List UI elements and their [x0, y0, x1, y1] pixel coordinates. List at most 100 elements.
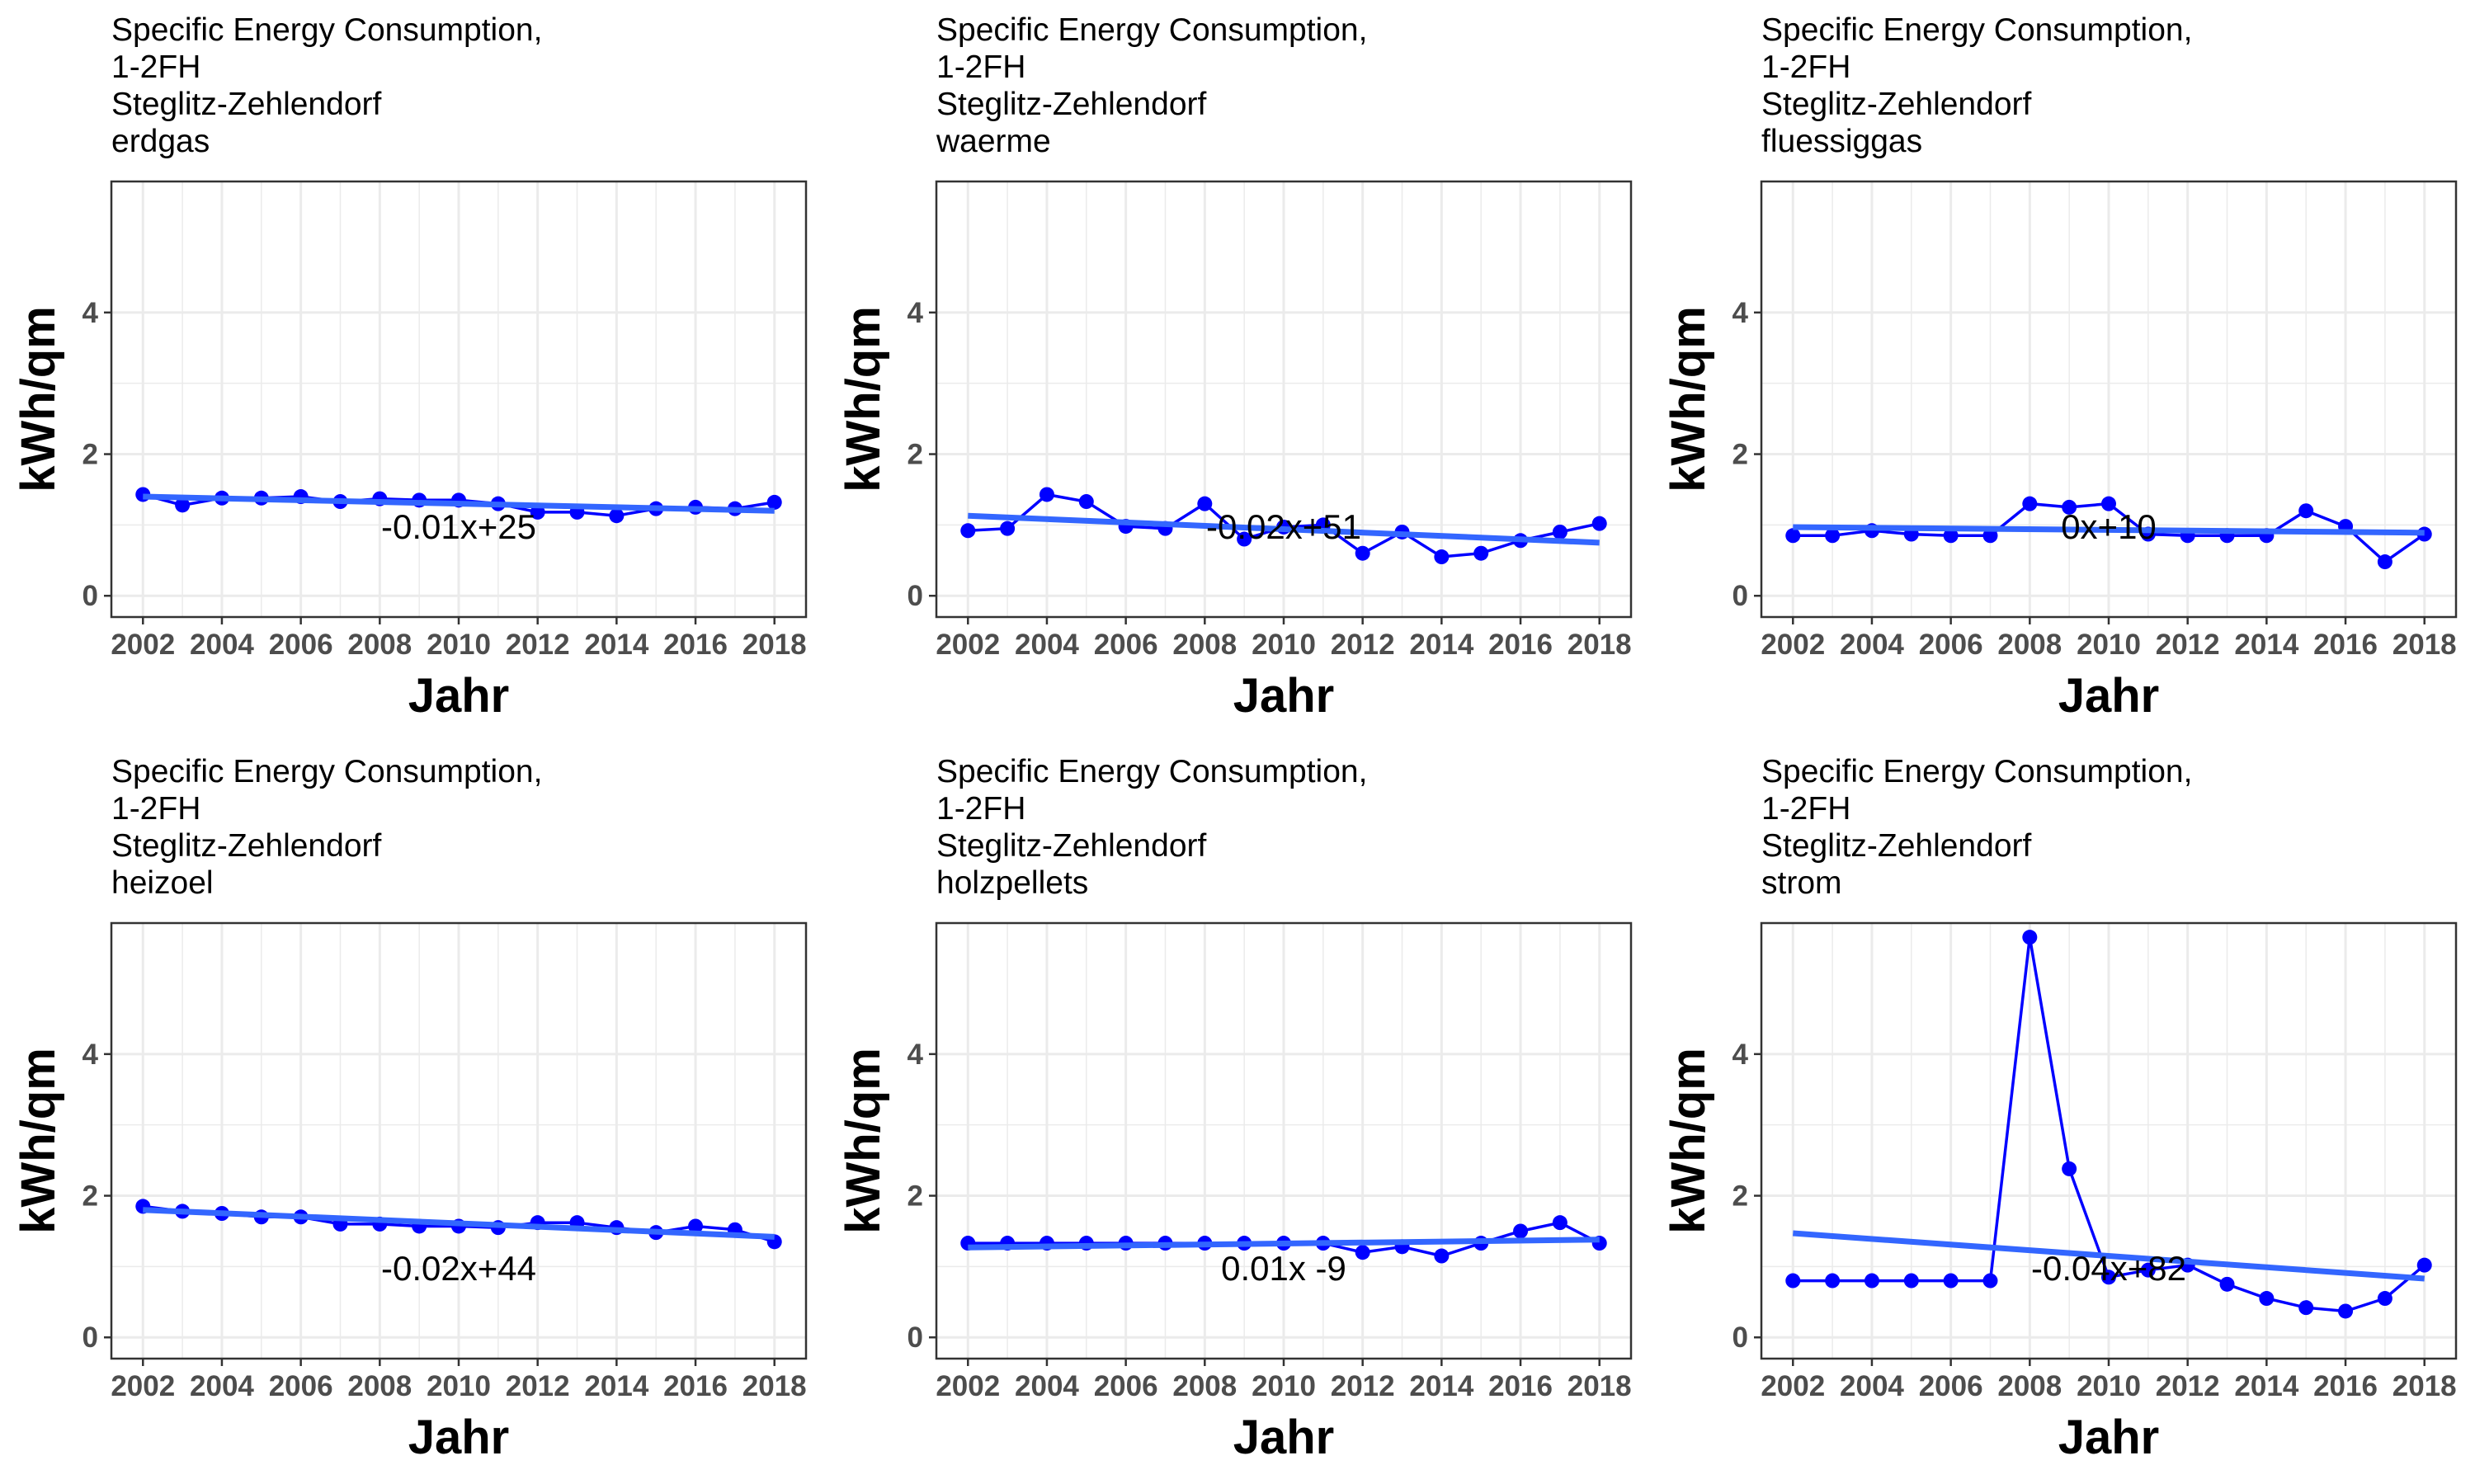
y-tick-label: 0 [908, 580, 923, 612]
y-tick-label: 4 [908, 297, 924, 329]
y-tick-label: 0 [82, 580, 98, 612]
data-point [1513, 1223, 1529, 1239]
x-tick-label: 2012 [2156, 1370, 2220, 1402]
data-point [1197, 496, 1213, 511]
data-point [2298, 503, 2314, 519]
y-tick-label: 4 [82, 297, 99, 329]
y-tick-label: 0 [908, 1321, 923, 1354]
data-point [1825, 528, 1841, 544]
data-point [1000, 521, 1016, 536]
x-tick-label: 2018 [2392, 629, 2457, 661]
data-point [1982, 528, 1998, 544]
chart-svg: 0x+10 2002 2004 2006 2008 2010 2012 2014 2016 201… [1662, 180, 2458, 723]
y-tick-label: 0 [1732, 580, 1748, 612]
x-axis-title: Jahr [408, 1411, 510, 1464]
chart-title: Specific Energy Consumption, 1-2FH Steglit… [111, 12, 542, 160]
x-tick-label: 2016 [1488, 1370, 1553, 1402]
x-tick-label: 2002 [111, 629, 175, 661]
data-point [1591, 516, 1607, 531]
trend-equation: -0.01x+25 [381, 507, 536, 546]
trend-line [968, 512, 1600, 546]
chart-svg: -0.01x+25 2002 2004 2006 2008 2010 2012 2014 201… [12, 180, 808, 723]
x-tick-label: 2016 [663, 1370, 728, 1402]
x-tick-label: 2012 [2156, 629, 2220, 661]
chart-title-line: heizoel [111, 865, 214, 901]
chart-title-line: 1-2FH [1761, 49, 1851, 85]
x-tick-label: 2014 [584, 629, 648, 661]
x-tick-label: 2014 [2234, 629, 2298, 661]
x-tick-label: 2008 [1172, 1370, 1237, 1402]
data-point [2377, 554, 2392, 570]
x-tick-label: 2012 [1331, 629, 1395, 661]
data-point [2259, 1291, 2275, 1307]
trend-equation: -0.02x+44 [381, 1249, 536, 1288]
x-tick-label: 2010 [1252, 1370, 1316, 1402]
y-axis-title: kWh/qm [1662, 306, 1715, 492]
trend-line [968, 1237, 1600, 1251]
data-point [2298, 1300, 2314, 1316]
x-tick-label: 2010 [2077, 1370, 2141, 1402]
chart-title-line: Steglitz-Zehlendorf [1761, 87, 2032, 122]
data-point [2101, 1270, 2116, 1285]
x-tick-label: 2018 [742, 1370, 807, 1402]
x-tick-label: 2002 [936, 629, 1000, 661]
x-axis-title: Jahr [408, 669, 510, 723]
x-tick-label: 2012 [506, 1370, 570, 1402]
trend-line [143, 493, 775, 514]
x-axis-title: Jahr [1233, 669, 1335, 723]
data-point [530, 504, 545, 520]
chart-title-line: 1-2FH [111, 791, 201, 827]
trend-equation: -0.02x+51 [1206, 507, 1361, 546]
chart-title-line: Specific Energy Consumption, [1761, 754, 2193, 789]
chart-title-line: strom [1761, 865, 1842, 901]
chart-panel: Specific Energy Consumption, 1-2FH Steglit… [0, 742, 825, 1483]
x-tick-label: 2004 [190, 629, 254, 661]
x-tick-label: 2004 [1840, 629, 1904, 661]
x-tick-label: 2010 [427, 1370, 491, 1402]
chart-title-line: Specific Energy Consumption, [936, 754, 1368, 789]
x-tick-label: 2002 [936, 1370, 1000, 1402]
x-tick-label: 2002 [1761, 1370, 1825, 1402]
chart-title: Specific Energy Consumption, 1-2FH Steglit… [936, 753, 1367, 902]
data-point [1982, 1273, 1998, 1288]
x-tick-label: 2004 [1840, 1370, 1904, 1402]
x-tick-label: 2010 [2077, 629, 2141, 661]
chart-title-line: Steglitz-Zehlendorf [1761, 828, 2032, 864]
chart-svg: 0.01x -9 2002 2004 2006 2008 2010 2012 2014 2016… [837, 921, 1633, 1464]
trend-equation: -0.04x+82 [2031, 1249, 2186, 1288]
data-point [2022, 930, 2038, 945]
x-axis-title: Jahr [2058, 669, 2160, 723]
chart-title-line: fluessiggas [1761, 124, 1923, 159]
data-point [1785, 1273, 1801, 1288]
x-tick-label: 2004 [1015, 629, 1079, 661]
x-tick-label: 2014 [2234, 1370, 2298, 1402]
chart-title-line: 1-2FH [1761, 791, 1851, 827]
chart-title-line: Steglitz-Zehlendorf [111, 828, 382, 864]
chart-panel: Specific Energy Consumption, 1-2FH Steglit… [1650, 0, 2475, 742]
chart-title-line: Steglitz-Zehlendorf [936, 87, 1207, 122]
chart-title-line: Specific Energy Consumption, [111, 754, 543, 789]
data-point [2219, 1276, 2235, 1292]
x-tick-label: 2016 [2313, 629, 2378, 661]
x-tick-label: 2006 [1919, 629, 1983, 661]
chart-svg: -0.02x+51 2002 2004 2006 2008 2010 2012 2014 201… [837, 180, 1633, 723]
y-tick-label: 4 [1732, 1039, 1749, 1071]
x-tick-label: 2016 [2313, 1370, 2378, 1402]
y-axis-title: kWh/qm [1662, 1048, 1715, 1234]
x-tick-label: 2004 [190, 1370, 254, 1402]
chart-title-line: 1-2FH [111, 49, 201, 85]
y-axis-title: kWh/qm [837, 1048, 890, 1234]
y-axis-title: kWh/qm [12, 1048, 65, 1234]
chart-panel: Specific Energy Consumption, 1-2FH Steglit… [1650, 742, 2475, 1483]
x-tick-label: 2012 [506, 629, 570, 661]
chart-title-line: Steglitz-Zehlendorf [936, 828, 1207, 864]
y-tick-label: 2 [82, 439, 98, 471]
chart-title: Specific Energy Consumption, 1-2FH Steglit… [1761, 753, 2192, 902]
x-tick-label: 2006 [269, 629, 333, 661]
x-tick-label: 2002 [1761, 629, 1825, 661]
data-point [766, 494, 782, 510]
x-tick-label: 2012 [1331, 1370, 1395, 1402]
x-tick-label: 2018 [1568, 629, 1632, 661]
chart-title-line: Specific Energy Consumption, [1761, 12, 2193, 48]
data-point [1825, 1273, 1841, 1288]
